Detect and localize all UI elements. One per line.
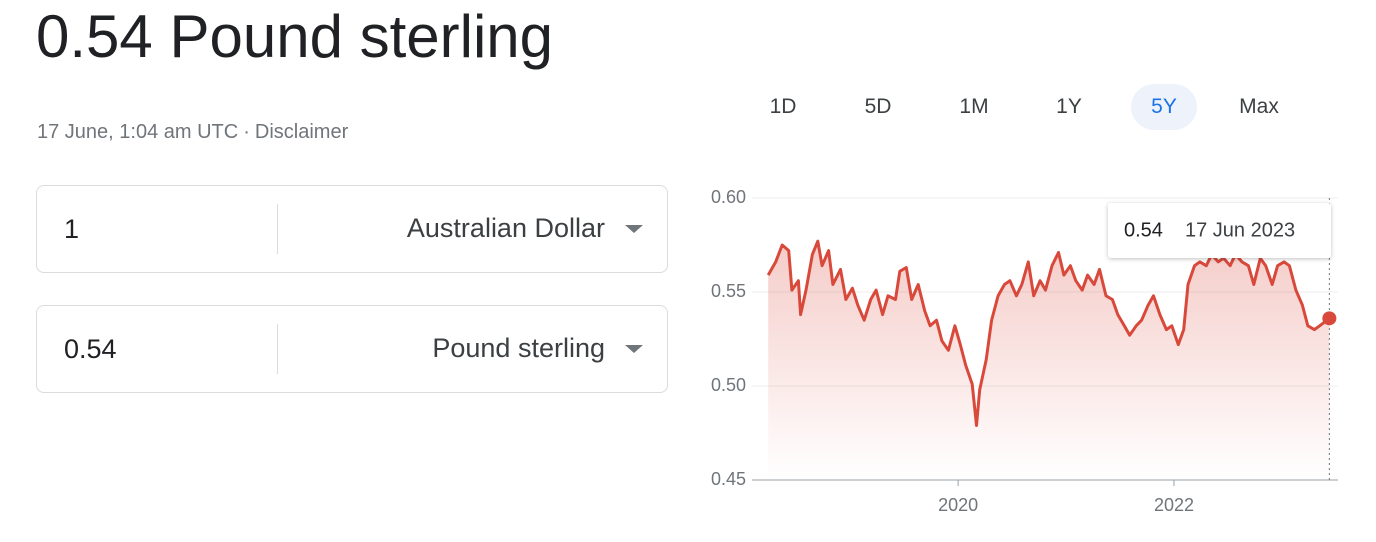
range-tab[interactable]: 5Y (1131, 84, 1197, 130)
range-tab[interactable]: Max (1239, 95, 1279, 118)
range-tab[interactable]: 1Y (1056, 95, 1082, 118)
timestamp: 17 June, 1:04 am UTC (37, 121, 239, 143)
currency-select[interactable]: Australian Dollar (406, 213, 605, 243)
range-tab[interactable]: 1M (959, 95, 989, 118)
converter-row: 0.54 Pound sterling (36, 305, 668, 393)
amount-input[interactable]: 0.54 (64, 334, 117, 364)
y-tick-label: 0.45 (711, 469, 746, 489)
x-tick-label: 2020 (938, 495, 978, 515)
tooltip-value: 0.54 (1124, 219, 1163, 241)
tooltip (1108, 203, 1331, 258)
amount-input[interactable]: 1 (64, 214, 80, 244)
converter-row: 1 Australian Dollar (36, 185, 668, 273)
area (768, 241, 1330, 480)
page-title: 0.54 Pound sterling (36, 3, 554, 70)
x-tick-label: 2022 (1154, 495, 1194, 515)
end-point (1322, 311, 1337, 326)
disclaimer-link[interactable]: Disclaimer (254, 121, 349, 143)
dropdown-arrow[interactable] (625, 345, 643, 353)
y-tick-label: 0.55 (711, 281, 746, 301)
divider (277, 204, 278, 254)
y-tick-label: 0.50 (711, 375, 746, 395)
tooltip-date: 17 Jun 2023 (1185, 219, 1295, 241)
range-tab[interactable]: 1D (769, 95, 797, 118)
dropdown-arrow[interactable] (625, 225, 643, 233)
y-tick-label: 0.60 (711, 187, 746, 207)
currency-select[interactable]: Pound sterling (432, 333, 605, 363)
range-tab[interactable]: 5D (864, 95, 892, 118)
divider (277, 324, 278, 374)
subtitle: 17 June, 1:04 am UTC · Disclaimer (37, 121, 353, 144)
line (766, 239, 1331, 427)
separator: · (243, 121, 250, 143)
